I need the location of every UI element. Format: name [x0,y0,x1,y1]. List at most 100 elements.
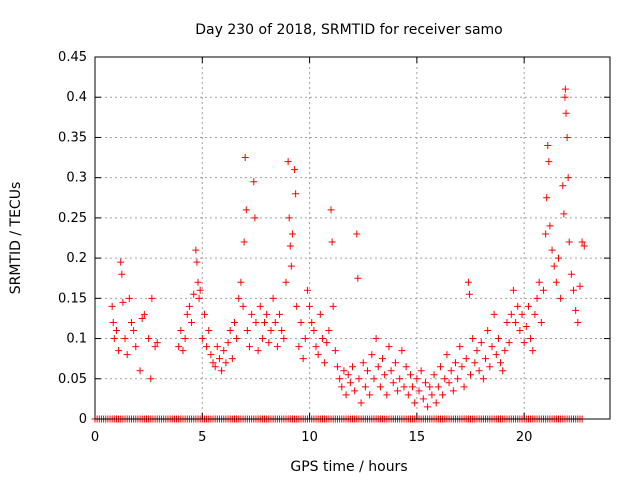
data-point [269,294,277,302]
data-point [578,238,586,246]
data-point [565,238,573,246]
data-point [503,318,511,326]
data-point [188,318,196,326]
data-point [284,158,292,166]
data-point [385,343,393,351]
data-point [567,270,575,278]
data-point [452,359,459,367]
data-point [196,286,204,294]
data-point [561,93,569,101]
data-point [297,318,305,326]
data-point [195,294,203,302]
data-point [246,343,253,351]
data-point [357,399,365,407]
data-point [432,399,440,407]
chart-title: Day 230 of 2018, SRMTID for receiver sam… [195,22,503,38]
data-point [409,383,417,391]
data-point [548,246,556,254]
data-point [132,343,140,351]
data-point [230,318,238,326]
data-point [415,387,423,395]
data-point [314,351,322,359]
data-point [497,359,505,367]
data-point [443,351,451,359]
data-point [340,367,348,375]
x-tick-label: 0 [91,430,99,445]
data-point [546,222,554,230]
data-point [183,310,191,318]
data-point [477,339,485,347]
data-point [278,327,286,335]
data-point [430,371,438,379]
data-point [434,383,442,391]
data-point [327,206,335,214]
data-point [561,85,569,93]
data-point [456,343,464,351]
data-point [243,327,251,335]
data-point [194,278,202,286]
data-point [545,158,553,166]
data-point [148,294,156,302]
data-point [228,355,236,363]
data-point [439,391,447,399]
data-point [286,242,294,250]
data-point [550,262,558,270]
data-point [381,371,389,379]
plot-frame [94,56,611,420]
data-point [417,367,425,375]
data-point [175,343,183,351]
data-point [473,347,481,355]
data-point [342,391,350,399]
data-point [292,190,300,198]
data-point [288,230,296,238]
data-point [564,174,572,182]
x-tick-label: 20 [516,430,533,445]
data-point [490,310,498,318]
data-point [211,363,219,371]
data-point [458,363,466,371]
data-point [557,294,565,302]
data-point [482,355,490,363]
data-point [559,182,567,190]
data-point [226,327,234,335]
data-point [574,318,582,326]
data-point [379,355,387,363]
data-point [555,254,562,262]
data-point [193,258,201,266]
data-point [467,371,475,379]
data-point [117,258,125,266]
data-point [424,403,432,411]
data-point [333,363,341,371]
data-point [580,242,588,250]
data-point [261,318,269,326]
data-point [509,286,517,294]
data-point [499,367,507,375]
data-point [220,347,228,355]
data-point [374,363,382,371]
data-point [484,327,492,335]
x-axis-ticks: 0 5 10 15 20 [91,57,533,445]
data-point [287,262,295,270]
data-point [501,347,509,355]
data-point [576,282,584,290]
data-point [215,355,223,363]
data-point [361,383,369,391]
data-point [492,351,500,359]
data-point [351,387,359,395]
data-point [563,133,571,141]
data-point [404,391,412,399]
data-point [353,230,361,238]
data-point [265,339,273,347]
data-point [130,327,138,335]
data-point [306,302,314,310]
data-point [464,278,472,286]
data-point [301,335,309,343]
data-point [273,343,281,351]
data-point [241,154,249,162]
data-point [471,359,479,367]
data-point [346,379,354,387]
data-point [512,318,520,326]
data-point [531,310,539,318]
data-point [145,335,153,343]
